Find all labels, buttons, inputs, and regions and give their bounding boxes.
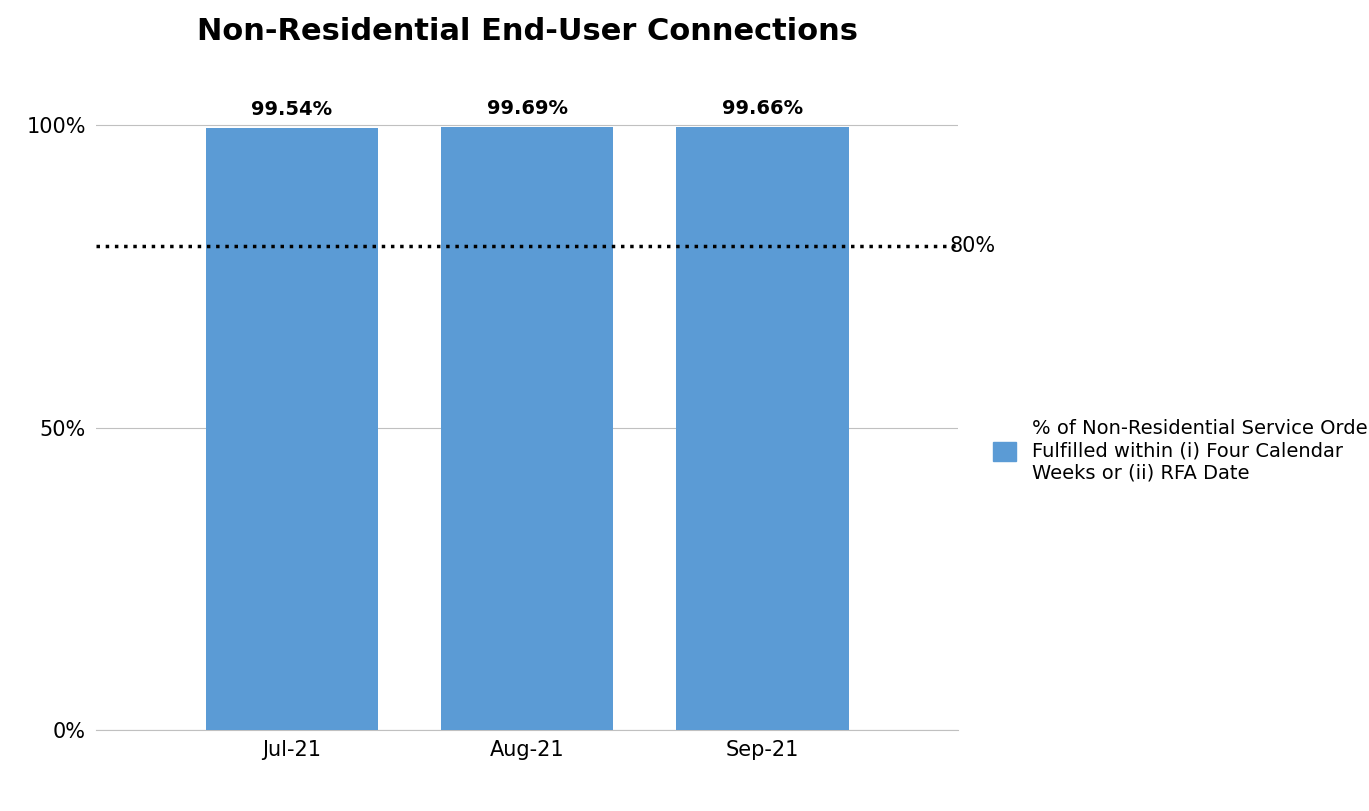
Text: 99.69%: 99.69% [486, 99, 568, 118]
Bar [441, 127, 613, 730]
Text: 80%: 80% [950, 236, 995, 256]
Bar [205, 128, 378, 730]
Title: Non-Residential End-User Connections: Non-Residential End-User Connections [197, 17, 857, 46]
Legend: % of Non-Residential Service Orders
Fulfilled within (i) Four Calendar
Weeks or : % of Non-Residential Service Orders Fulf… [986, 411, 1369, 490]
Bar [676, 127, 849, 730]
Text: 99.66%: 99.66% [721, 99, 802, 118]
Text: 99.54%: 99.54% [252, 100, 333, 119]
